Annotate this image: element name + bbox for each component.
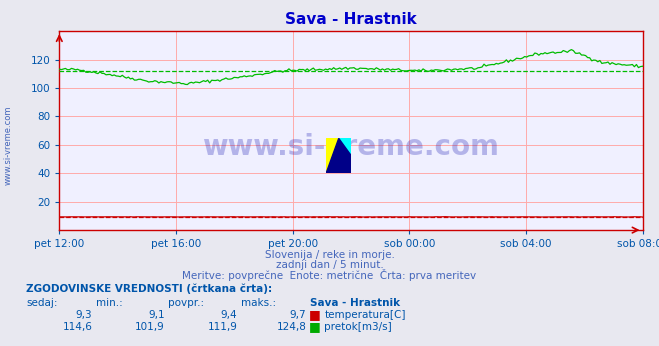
Text: ■: ■ — [308, 308, 320, 321]
Text: povpr.:: povpr.: — [168, 298, 204, 308]
Title: Sava - Hrastnik: Sava - Hrastnik — [285, 12, 416, 27]
Text: zadnji dan / 5 minut.: zadnji dan / 5 minut. — [275, 260, 384, 270]
Text: 114,6: 114,6 — [63, 322, 92, 333]
Text: 124,8: 124,8 — [277, 322, 306, 333]
Text: maks.:: maks.: — [241, 298, 275, 308]
Polygon shape — [326, 138, 351, 173]
Text: 9,3: 9,3 — [76, 310, 92, 320]
Text: 9,4: 9,4 — [221, 310, 237, 320]
Text: ZGODOVINSKE VREDNOSTI (črtkana črta):: ZGODOVINSKE VREDNOSTI (črtkana črta): — [26, 284, 272, 294]
Text: www.si-vreme.com: www.si-vreme.com — [202, 133, 500, 161]
Text: Sava - Hrastnik: Sava - Hrastnik — [310, 298, 400, 308]
Text: Slovenija / reke in morje.: Slovenija / reke in morje. — [264, 250, 395, 260]
Text: sedaj:: sedaj: — [26, 298, 58, 308]
Text: min.:: min.: — [96, 298, 123, 308]
Text: Meritve: povprečne  Enote: metrične  Črta: prva meritev: Meritve: povprečne Enote: metrične Črta:… — [183, 268, 476, 281]
Text: www.si-vreme.com: www.si-vreme.com — [4, 106, 13, 185]
Text: ■: ■ — [308, 320, 320, 334]
Text: pretok[m3/s]: pretok[m3/s] — [324, 322, 392, 333]
Polygon shape — [326, 138, 339, 173]
Text: 9,7: 9,7 — [290, 310, 306, 320]
Text: 111,9: 111,9 — [208, 322, 237, 333]
Text: temperatura[C]: temperatura[C] — [324, 310, 406, 320]
Polygon shape — [339, 138, 351, 156]
Text: 101,9: 101,9 — [135, 322, 165, 333]
Text: 9,1: 9,1 — [148, 310, 165, 320]
